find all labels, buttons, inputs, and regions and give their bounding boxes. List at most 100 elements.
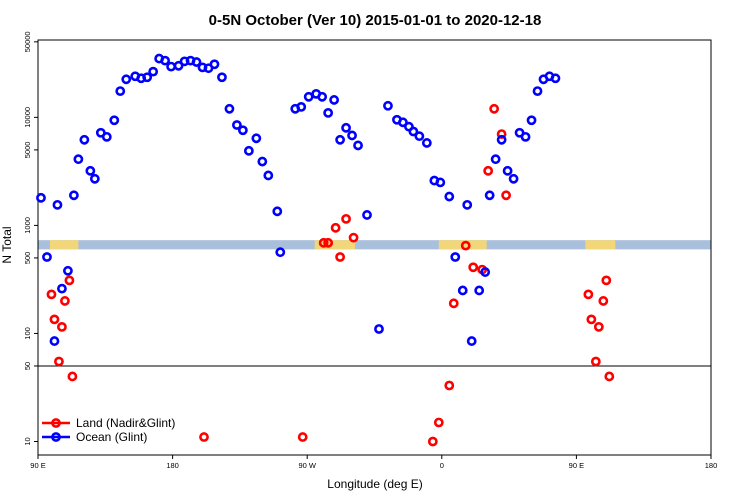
x-axis-ticks: 90 E 180 90 W 0 90 E 180 [30, 455, 717, 470]
plot-frame [37, 39, 712, 456]
y-axis-title: N Total [0, 226, 14, 263]
data-point [550, 73, 561, 84]
y-tick-label: 10000 [23, 107, 32, 128]
legend-marker [51, 418, 61, 428]
data-point [191, 57, 202, 67]
data-point [460, 240, 471, 251]
data-point [199, 432, 209, 442]
data-point [335, 252, 346, 262]
data-point [67, 371, 78, 382]
y-axis-ticks: 10 50 100 500 1000 5000 10000 50000 [23, 31, 38, 446]
data-point [383, 100, 393, 111]
data-point [85, 165, 96, 176]
data-point [89, 173, 100, 184]
data-point [275, 247, 286, 258]
data-point [335, 134, 346, 145]
data-point [496, 134, 507, 145]
data-point [462, 199, 473, 210]
data-point [57, 283, 67, 294]
x-tick-label: 90 W [298, 461, 316, 470]
data-point [374, 324, 384, 334]
data-point [450, 252, 461, 262]
data-point [49, 314, 60, 325]
data-point [297, 432, 308, 442]
data-point [532, 86, 543, 97]
y-tick-label: 100 [23, 327, 32, 340]
data-point [54, 356, 64, 367]
data-point [63, 265, 73, 276]
data-point [593, 321, 604, 332]
data-point [251, 133, 262, 144]
y-tick-label: 10 [23, 437, 32, 445]
data-point [296, 101, 307, 112]
data-point [64, 275, 75, 286]
data-point [520, 131, 531, 142]
data-point [508, 173, 519, 184]
data-point [483, 165, 494, 176]
data-point [318, 237, 329, 248]
data-point [586, 314, 597, 325]
data-point [263, 170, 274, 181]
x-tick-label: 180 [705, 461, 718, 470]
data-point [457, 285, 468, 296]
data-point [598, 296, 609, 306]
data-point [347, 130, 357, 141]
land-segment [314, 240, 356, 250]
data-point [49, 336, 60, 346]
data-point [341, 122, 351, 133]
land-series [46, 103, 615, 447]
data-point [435, 177, 446, 188]
data-point [348, 232, 359, 243]
land-ocean-band [38, 240, 711, 250]
data-point [121, 74, 132, 85]
data-point [414, 131, 425, 142]
ocean-band [38, 240, 711, 250]
x-tick-label: 180 [166, 461, 179, 470]
data-point [237, 125, 248, 136]
y-tick-label: 5000 [23, 142, 32, 159]
data-point [173, 60, 184, 71]
legend-label: Land (Nadir&Glint) [76, 416, 175, 430]
data-point [115, 86, 126, 97]
data-point [257, 156, 268, 167]
data-point [448, 298, 459, 309]
x-tick-label: 90 E [30, 461, 45, 470]
y-tick-label: 50000 [23, 31, 32, 52]
land-segment [49, 240, 79, 250]
data-point [52, 199, 63, 210]
legend-item: Ocean (Glint) [42, 430, 147, 444]
x-tick-label: 90 E [569, 461, 584, 470]
legend: Land (Nadir&Glint)Ocean (Glint) [42, 416, 175, 444]
data-point [68, 190, 79, 201]
data-point [323, 237, 334, 248]
data-point [468, 262, 479, 273]
data-point [57, 321, 67, 332]
data-point [489, 103, 500, 114]
legend-label: Ocean (Glint) [76, 430, 147, 444]
data-point [101, 131, 112, 142]
data-point [496, 129, 507, 139]
data-point [46, 289, 57, 300]
data-point [421, 138, 432, 148]
x-axis-title: Longitude (deg E) [327, 477, 422, 491]
chart-title: 0-5N October (Ver 10) 2015-01-01 to 2020… [209, 12, 542, 29]
data-point [408, 126, 419, 137]
data-point [60, 296, 70, 306]
data-point [353, 140, 363, 151]
data-point [79, 134, 90, 145]
data-point [323, 107, 334, 118]
ocean-series [36, 53, 561, 346]
data-point [526, 115, 537, 126]
data-point [433, 417, 444, 428]
data-point [427, 436, 438, 447]
data-point [502, 165, 513, 176]
data-point [590, 356, 601, 367]
data-point [148, 66, 159, 77]
data-point [480, 267, 491, 277]
legend-item: Land (Nadir&Glint) [42, 416, 175, 430]
data-point [317, 91, 328, 102]
data-point [474, 285, 485, 296]
data-point [583, 289, 594, 300]
data-point [272, 206, 283, 217]
data-point [142, 72, 153, 83]
